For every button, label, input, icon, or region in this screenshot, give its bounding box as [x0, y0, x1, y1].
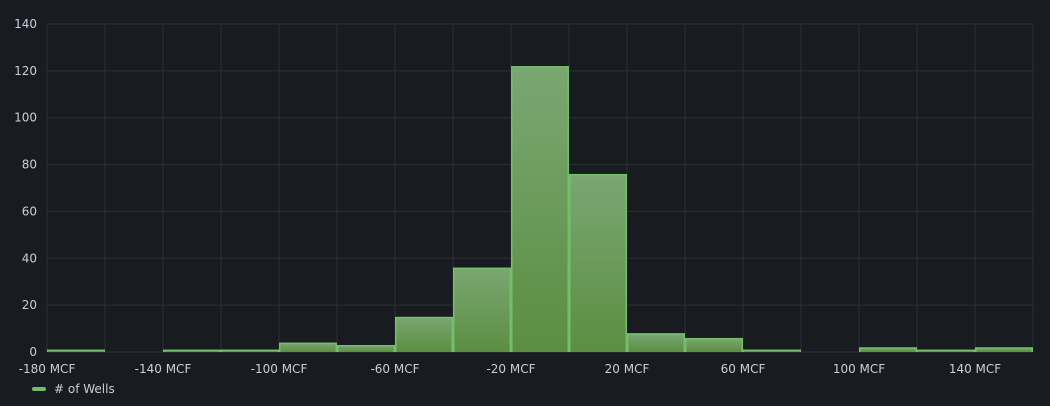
histogram-bar[interactable] — [975, 347, 1033, 352]
histogram-bar[interactable] — [627, 333, 685, 352]
bar-fill — [627, 333, 685, 352]
histogram-bar[interactable] — [395, 316, 453, 352]
histogram-bar[interactable] — [743, 349, 801, 352]
histogram-bar[interactable] — [163, 349, 221, 352]
bar-outline — [975, 347, 1033, 352]
bar-outline — [917, 349, 975, 352]
x-tick-label: -100 MCF — [251, 362, 308, 376]
histogram-bar[interactable] — [337, 344, 395, 352]
x-tick-label: -20 MCF — [486, 362, 535, 376]
y-tick-label: 0 — [29, 345, 37, 359]
bar-outline — [453, 267, 511, 352]
bar-fill — [453, 267, 511, 352]
x-tick-label: -60 MCF — [370, 362, 419, 376]
y-axis: 0 20 40 60 80 100 120 140 — [14, 17, 37, 359]
y-tick-label: 140 — [14, 17, 37, 31]
bar-outline — [743, 349, 801, 352]
bar-fill — [685, 337, 743, 352]
y-tick-label: 40 — [22, 251, 37, 265]
bar-outline — [395, 316, 453, 352]
x-tick-label: 60 MCF — [721, 362, 766, 376]
bar-outline — [627, 333, 685, 352]
x-tick-label: 100 MCF — [833, 362, 885, 376]
histogram-bar[interactable] — [511, 66, 569, 353]
bar-fill — [511, 66, 569, 353]
bar-fill — [337, 344, 395, 352]
bar-fill — [279, 342, 337, 352]
bar-outline — [685, 337, 743, 352]
bar-outline — [47, 349, 105, 352]
bar-outline — [163, 349, 221, 352]
y-tick-label: 100 — [14, 111, 37, 125]
histogram-bar[interactable] — [569, 173, 627, 352]
legend-item-wells[interactable]: # of Wells — [32, 382, 115, 396]
y-tick-label: 60 — [22, 204, 37, 218]
bar-outline — [569, 173, 627, 352]
histogram-bars — [47, 66, 1033, 353]
y-tick-label: 120 — [14, 64, 37, 78]
histogram-bar[interactable] — [221, 349, 279, 352]
bar-fill — [975, 347, 1033, 352]
x-tick-label: 20 MCF — [605, 362, 650, 376]
histogram-bar[interactable] — [859, 347, 917, 352]
bar-outline — [511, 66, 569, 352]
x-tick-label: -180 MCF — [19, 362, 76, 376]
bar-outline — [859, 347, 917, 352]
legend-swatch — [32, 387, 46, 391]
histogram-bar[interactable] — [917, 349, 975, 352]
histogram-bar[interactable] — [453, 267, 511, 352]
bar-fill — [569, 173, 627, 352]
y-tick-label: 80 — [22, 158, 37, 172]
x-tick-label: -140 MCF — [135, 362, 192, 376]
bar-fill — [395, 316, 453, 352]
histogram-chart: 0 20 40 60 80 100 120 140 -180 MCF -140 MCF -100 … — [14, 17, 1034, 376]
bar-outline — [337, 344, 395, 352]
x-tick-label: 140 MCF — [949, 362, 1001, 376]
legend-label: # of Wells — [54, 382, 115, 396]
histogram-bar[interactable] — [279, 342, 337, 352]
x-axis: -180 MCF -140 MCF -100 MCF -60 MCF -20 MCF 20… — [19, 362, 1002, 376]
histogram-bar[interactable] — [47, 349, 105, 352]
y-tick-label: 20 — [22, 298, 37, 312]
bar-outline — [221, 349, 279, 352]
bar-outline — [279, 342, 337, 352]
histogram-bar[interactable] — [685, 337, 743, 352]
bar-fill — [859, 347, 917, 352]
